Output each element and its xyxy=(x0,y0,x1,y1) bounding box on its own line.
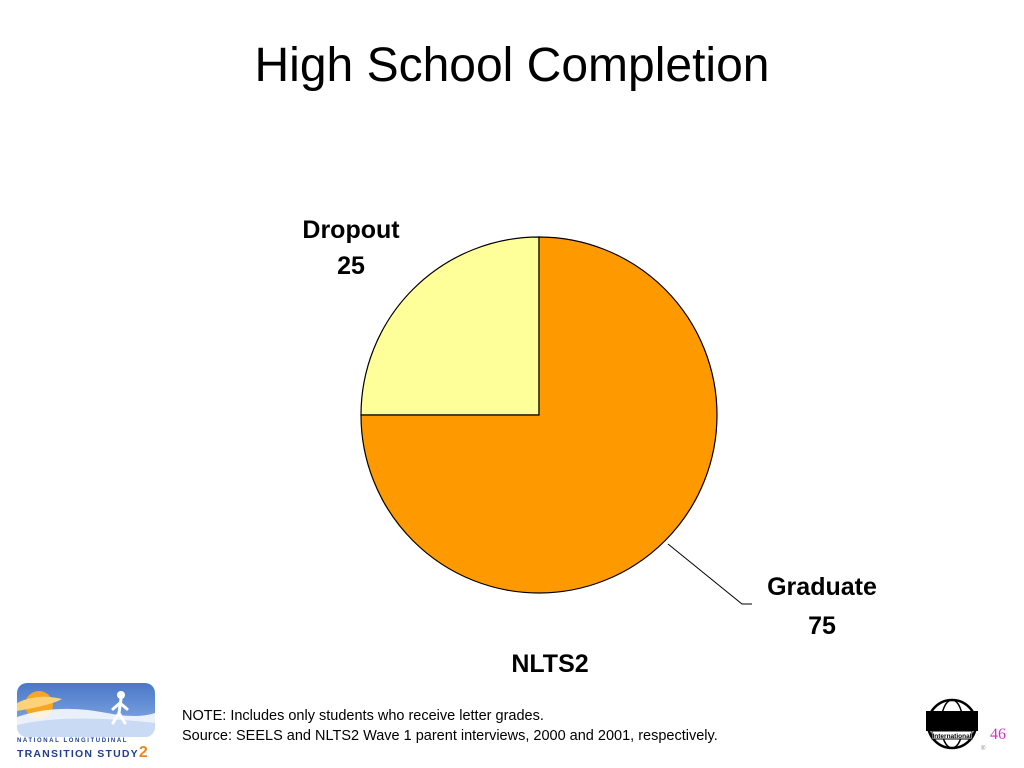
pie-slice-dropout xyxy=(360,236,540,416)
nlts2-logo-number: 2 xyxy=(138,744,149,761)
registered-mark: ® xyxy=(981,745,986,752)
page-number: 46 xyxy=(990,726,1006,743)
nlts2-logo: NATIONAL LONGITUDINAL TRANSITION STUDY2 xyxy=(17,683,155,761)
slide-title: High School Completion xyxy=(254,39,770,92)
pie-slice-graduate xyxy=(360,236,718,594)
nlts2-logo-line1: NATIONAL LONGITUDINAL xyxy=(17,738,129,744)
source-text: Source: SEELS and NLTS2 Wave 1 parent in… xyxy=(182,728,718,744)
pie-labels: Dropout 25 Graduate 75 xyxy=(302,216,877,640)
slice-value-graduate: 75 xyxy=(808,612,836,640)
pie-slices xyxy=(360,236,718,594)
slice-value-dropout: 25 xyxy=(337,252,365,280)
nlts2-logo-study: TRANSITION STUDY xyxy=(17,748,139,760)
slice-label-dropout: Dropout xyxy=(302,216,400,244)
sri-logo-name: SRI xyxy=(938,713,966,732)
footnotes: NOTE: Includes only students who receive… xyxy=(182,706,718,746)
nlts2-logo-graphic xyxy=(17,683,155,737)
leader-line-graduate xyxy=(667,543,752,605)
sri-logo: SRI International ® xyxy=(920,698,986,754)
slice-label-graduate: Graduate xyxy=(767,573,877,601)
nlts2-logo-line2: TRANSITION STUDY2 xyxy=(17,744,155,762)
sri-logo-subtitle: International xyxy=(932,733,971,740)
note-text: NOTE: Includes only students who receive… xyxy=(182,708,544,724)
chart-caption: NLTS2 xyxy=(511,650,589,678)
